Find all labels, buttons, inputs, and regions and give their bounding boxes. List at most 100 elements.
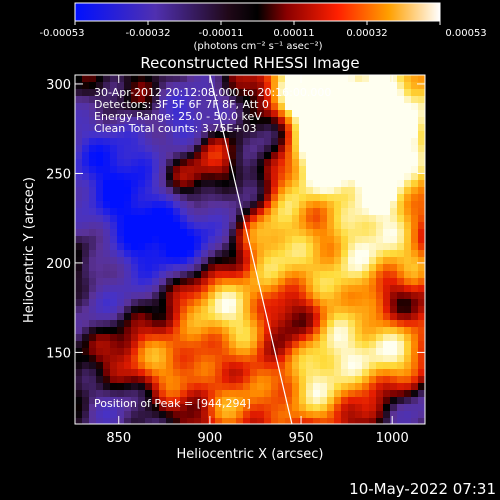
heatmap-cell <box>369 390 377 398</box>
heatmap-cell <box>278 341 286 349</box>
heatmap-cell <box>173 383 181 391</box>
heatmap-cell <box>201 299 209 307</box>
heatmap-cell <box>341 306 349 314</box>
heatmap-cell <box>355 418 363 424</box>
heatmap-cell <box>369 180 377 188</box>
heatmap-cell <box>166 271 174 279</box>
heatmap-cell <box>264 145 272 153</box>
heatmap-cell <box>397 159 405 167</box>
heatmap-cell <box>236 369 244 377</box>
heatmap-cell <box>390 369 398 377</box>
heatmap-cell <box>82 103 90 111</box>
heatmap-cell <box>306 173 314 181</box>
heatmap-cell <box>355 383 363 391</box>
heatmap-cell <box>145 236 153 244</box>
heatmap-cell <box>89 110 97 118</box>
heatmap-cell <box>131 257 139 265</box>
heatmap-cell <box>124 264 132 272</box>
heatmap-cell <box>110 131 118 139</box>
heatmap-cell <box>145 152 153 160</box>
heatmap-cell <box>180 362 188 370</box>
heatmap-cell <box>390 222 398 230</box>
heatmap-cell <box>173 376 181 384</box>
heatmap-cell <box>376 292 384 300</box>
heatmap-cell <box>348 250 356 258</box>
x-axis-label: Heliocentric X (arcsec) <box>177 447 324 462</box>
heatmap-cell <box>278 411 286 419</box>
heatmap-cell <box>313 376 321 384</box>
heatmap-cell <box>138 334 146 342</box>
heatmap-cell <box>278 348 286 356</box>
heatmap-cell <box>376 166 384 174</box>
heatmap-cell <box>180 320 188 328</box>
heatmap-cell <box>264 138 272 146</box>
heatmap-cell <box>82 124 90 132</box>
heatmap-cell <box>124 201 132 209</box>
heatmap-cell <box>369 285 377 293</box>
heatmap-cell <box>194 243 202 251</box>
heatmap-cell <box>327 152 335 160</box>
heatmap-cell <box>82 327 90 335</box>
heatmap-cell <box>411 208 419 216</box>
heatmap-cell <box>264 334 272 342</box>
heatmap-cell <box>117 348 125 356</box>
heatmap-cell <box>96 110 104 118</box>
heatmap-cell <box>299 229 307 237</box>
heatmap-cell <box>117 117 125 125</box>
heatmap-cell <box>411 376 419 384</box>
heatmap-cell <box>320 418 328 424</box>
heatmap-cell <box>187 103 195 111</box>
heatmap-cell <box>75 390 83 398</box>
heatmap-cell <box>103 320 111 328</box>
heatmap-cell <box>341 264 349 272</box>
heatmap-cell <box>411 89 419 97</box>
heatmap-cell <box>348 271 356 279</box>
heatmap-cell <box>138 89 146 97</box>
heatmap-cell <box>313 271 321 279</box>
heatmap-cell <box>306 362 314 370</box>
heatmap-cell <box>131 145 139 153</box>
heatmap-cell <box>257 355 265 363</box>
heatmap-cell <box>180 82 188 90</box>
heatmap-cell <box>327 236 335 244</box>
heatmap-cell <box>96 327 104 335</box>
heatmap-cell <box>292 159 300 167</box>
heatmap-cell <box>243 201 251 209</box>
heatmap-cell <box>187 180 195 188</box>
heatmap-cell <box>271 82 279 90</box>
heatmap-cell <box>404 138 412 146</box>
heatmap-cell <box>110 264 118 272</box>
heatmap-cell <box>271 138 279 146</box>
heatmap-cell <box>383 117 391 125</box>
heatmap-cell <box>208 215 216 223</box>
heatmap-cell <box>201 82 209 90</box>
heatmap-cell <box>201 264 209 272</box>
heatmap-cell <box>355 299 363 307</box>
heatmap-cell <box>215 271 223 279</box>
heatmap-cell <box>299 117 307 125</box>
heatmap-cell <box>117 362 125 370</box>
heatmap-cell <box>348 103 356 111</box>
heatmap-cell <box>117 215 125 223</box>
heatmap-cell <box>89 75 97 83</box>
heatmap-cell <box>152 299 160 307</box>
heatmap-cell <box>264 327 272 335</box>
heatmap-cell <box>334 390 342 398</box>
heatmap-cell <box>194 145 202 153</box>
heatmap-cell <box>152 369 160 377</box>
heatmap-cell <box>376 187 384 195</box>
heatmap-cell <box>103 341 111 349</box>
heatmap-cell <box>278 418 286 424</box>
heatmap-cell <box>278 145 286 153</box>
heatmap-cell <box>131 124 139 132</box>
heatmap-cell <box>271 173 279 181</box>
heatmap-cell <box>187 376 195 384</box>
heatmap-cell <box>313 236 321 244</box>
heatmap-cell <box>418 222 425 230</box>
heatmap-cell <box>341 187 349 195</box>
heatmap-cell <box>292 215 300 223</box>
heatmap-cell <box>173 194 181 202</box>
heatmap-cell <box>369 292 377 300</box>
heatmap-cell <box>145 355 153 363</box>
